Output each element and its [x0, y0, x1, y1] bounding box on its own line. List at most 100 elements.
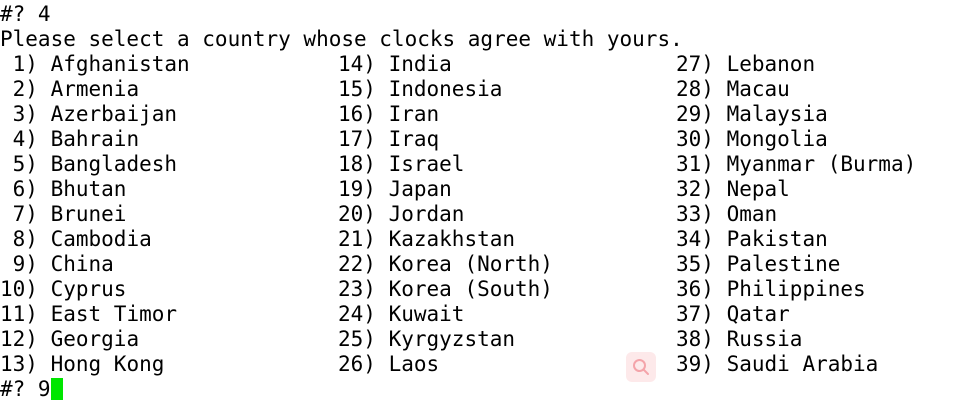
option-row: 10) Cyprus 23) Korea (South) 36) Philippin…	[0, 277, 970, 302]
current-prompt-line[interactable]: #? 9	[0, 377, 970, 402]
option-country-name: Korea (South)	[388, 277, 553, 301]
option-number: 36)	[676, 277, 714, 301]
country-option: 20) Jordan	[338, 202, 464, 227]
country-option: 19) Japan	[338, 177, 452, 202]
country-option: 8) Cambodia	[0, 227, 152, 252]
option-number: 33)	[676, 202, 714, 226]
country-option: 18) Israel	[338, 152, 464, 177]
option-number: 21)	[338, 227, 376, 251]
option-number: 10)	[0, 277, 38, 301]
option-number: 2)	[0, 77, 38, 101]
country-option: 11) East Timor	[0, 302, 177, 327]
option-country-name: Pakistan	[726, 227, 828, 251]
option-number: 8)	[0, 227, 38, 251]
option-number: 7)	[0, 202, 38, 226]
option-country-name: Mongolia	[726, 127, 828, 151]
country-option: 15) Indonesia	[338, 77, 502, 102]
option-number: 1)	[0, 52, 38, 76]
option-number: 22)	[338, 252, 376, 276]
country-option: 36) Philippines	[676, 277, 866, 302]
country-option: 2) Armenia	[0, 77, 139, 102]
country-option: 35) Palestine	[676, 252, 840, 277]
watermark-search-badge	[626, 352, 656, 382]
country-option: 23) Korea (South)	[338, 277, 553, 302]
option-country-name: Hong Kong	[50, 352, 165, 376]
country-option: 38) Russia	[676, 327, 802, 352]
option-number: 17)	[338, 127, 376, 151]
option-row: 11) East Timor 24) Kuwait 37) Qatar	[0, 302, 970, 327]
option-row: 7) Brunei 20) Jordan 33) Oman	[0, 202, 970, 227]
option-number: 16)	[338, 102, 376, 126]
option-country-name: Saudi Arabia	[726, 352, 879, 376]
option-country-name: Armenia	[50, 77, 140, 101]
country-option: 1) Afghanistan	[0, 52, 190, 77]
previous-prompt-line: #? 4	[0, 2, 51, 26]
country-option: 33) Oman	[676, 202, 777, 227]
option-number: 12)	[0, 327, 38, 351]
option-country-name: Kyrgyzstan	[388, 327, 516, 351]
option-country-name: Lebanon	[726, 52, 816, 76]
option-number: 29)	[676, 102, 714, 126]
country-option: 28) Macau	[676, 77, 790, 102]
country-option: 24) Kuwait	[338, 302, 464, 327]
option-row: 9) China 22) Korea (North) 35) Palestine	[0, 252, 970, 277]
option-number: 20)	[338, 202, 376, 226]
option-country-name: Israel	[388, 152, 465, 176]
option-row: 1) Afghanistan 14) India 27) Lebanon	[0, 52, 970, 77]
option-number: 3)	[0, 102, 38, 126]
option-row: 8) Cambodia 21) Kazakhstan 34) Pakistan	[0, 227, 970, 252]
option-country-name: East Timor	[50, 302, 178, 326]
instruction-line: Please select a country whose clocks agr…	[0, 27, 683, 51]
option-country-name: Afghanistan	[50, 52, 190, 76]
option-number: 13)	[0, 352, 38, 376]
option-country-name: Iran	[388, 102, 440, 126]
option-number: 19)	[338, 177, 376, 201]
option-country-name: China	[50, 252, 114, 276]
country-option: 25) Kyrgyzstan	[338, 327, 515, 352]
option-country-name: Oman	[726, 202, 778, 226]
option-number: 37)	[676, 302, 714, 326]
option-row: 6) Bhutan 19) Japan 32) Nepal	[0, 177, 970, 202]
option-country-name: Macau	[726, 77, 790, 101]
option-number: 18)	[338, 152, 376, 176]
option-country-name: Bhutan	[50, 177, 127, 201]
option-number: 39)	[676, 352, 714, 376]
option-row: 3) Azerbaijan 16) Iran 29) Malaysia	[0, 102, 970, 127]
country-option: 12) Georgia	[0, 327, 139, 352]
option-number: 30)	[676, 127, 714, 151]
option-country-name: Malaysia	[726, 102, 828, 126]
option-country-name: Azerbaijan	[50, 102, 178, 126]
option-country-name: India	[388, 52, 452, 76]
option-country-name: Korea (North)	[388, 252, 553, 276]
country-option: 21) Kazakhstan	[338, 227, 515, 252]
option-country-name: Japan	[388, 177, 452, 201]
country-option: 6) Bhutan	[0, 177, 127, 202]
option-country-name: Kuwait	[388, 302, 465, 326]
option-number: 35)	[676, 252, 714, 276]
country-option: 32) Nepal	[676, 177, 790, 202]
country-option: 13) Hong Kong	[0, 352, 164, 377]
option-number: 24)	[338, 302, 376, 326]
country-option: 39) Saudi Arabia	[676, 352, 878, 377]
country-option: 14) India	[338, 52, 452, 77]
country-option: 3) Azerbaijan	[0, 102, 177, 127]
option-row: 4) Bahrain 17) Iraq 30) Mongolia	[0, 127, 970, 152]
option-number: 5)	[0, 152, 38, 176]
option-number: 9)	[0, 252, 38, 276]
option-country-name: Myanmar (Burma)	[726, 152, 917, 176]
country-options-list: 1) Afghanistan 14) India 27) Lebanon 2) Ar…	[0, 52, 970, 377]
option-country-name: Nepal	[726, 177, 790, 201]
terminal-cursor	[50, 378, 63, 400]
option-number: 11)	[0, 302, 38, 326]
option-number: 28)	[676, 77, 714, 101]
option-number: 34)	[676, 227, 714, 251]
option-number: 23)	[338, 277, 376, 301]
option-country-name: Iraq	[388, 127, 440, 151]
option-country-name: Qatar	[726, 302, 790, 326]
country-option: 16) Iran	[338, 102, 439, 127]
country-option: 17) Iraq	[338, 127, 439, 152]
option-row: 5) Bangladesh 18) Israel 31) Myanmar (Burm…	[0, 152, 970, 177]
option-country-name: Georgia	[50, 327, 140, 351]
option-number: 6)	[0, 177, 38, 201]
